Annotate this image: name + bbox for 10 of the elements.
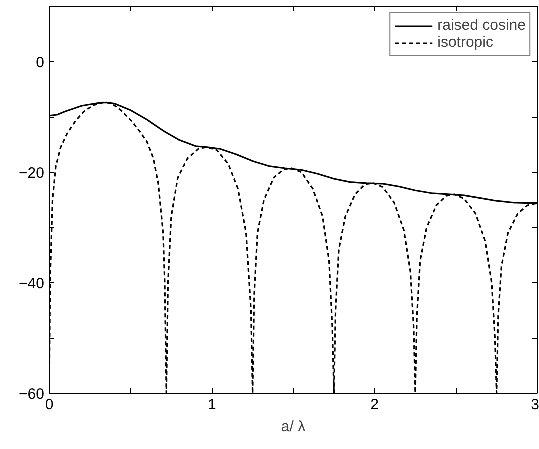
x-tick-label: 2 (370, 396, 380, 414)
legend-label: isotropic (438, 34, 494, 51)
y-tick-label: −40 (19, 275, 45, 292)
y-tick-label: 0 (36, 54, 44, 72)
x-axis-title: a/ λ (281, 418, 306, 436)
x-tick-label: 3 (531, 396, 539, 414)
y-tick-label: −20 (19, 164, 45, 182)
legend-label: raised cosine (438, 17, 526, 34)
x-tick-label: 1 (208, 396, 216, 414)
y-tick-label: −60 (19, 386, 45, 403)
